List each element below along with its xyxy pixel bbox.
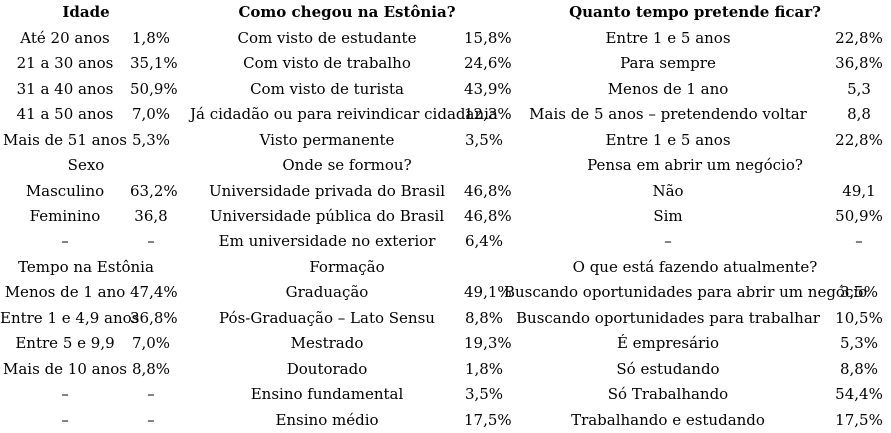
row-label: Doutorado xyxy=(286,359,368,378)
row-label: 41 a 50 anos xyxy=(16,105,114,124)
row-label: Visto permanente xyxy=(259,130,395,149)
row-value: 22,8% xyxy=(835,130,883,149)
row-value: 6,4% xyxy=(464,232,504,251)
row-label: Feminino xyxy=(29,206,101,225)
row-label: 31 a 40 anos xyxy=(16,79,114,98)
row-label: Entre 5 e 9,9 xyxy=(15,334,115,353)
row-value: 3,5% xyxy=(464,385,504,404)
row-label: – xyxy=(664,232,672,251)
row-label: Entre 1 e 5 anos xyxy=(605,130,731,149)
row-value: 36,8% xyxy=(130,308,178,327)
row-label: Pós-Graduação – Lato Sensu xyxy=(219,308,435,327)
row-label: Ensino fundamental xyxy=(250,385,404,404)
row-label: Universidade privada do Brasil xyxy=(208,181,446,200)
row-label: Menos de 1 ano xyxy=(607,79,729,98)
row-value: 49,1% xyxy=(464,283,512,302)
row-label: Com visto de turista xyxy=(250,79,404,98)
row-label: Trabalhando e estudando xyxy=(571,410,765,429)
row-label: – xyxy=(61,385,69,404)
row-value: 24,6% xyxy=(464,54,512,73)
row-value: – xyxy=(855,232,863,251)
row-value: 8,8% xyxy=(131,359,171,378)
row-label: Sim xyxy=(653,206,683,225)
row-value: 36,8 xyxy=(134,206,168,225)
row-value: 5,3% xyxy=(839,334,879,353)
row-label: – xyxy=(61,232,69,251)
row-value: 35,1% xyxy=(130,54,178,73)
row-value: 63,2% xyxy=(130,181,178,200)
row-label: É empresário xyxy=(616,334,720,353)
row-value: 5,3% xyxy=(131,130,171,149)
row-value: 17,5% xyxy=(835,410,883,429)
row-value: – xyxy=(147,410,155,429)
column-group: Idade Até 20 anos 1,8% 21 a 30 anos 35,1% 31 … xyxy=(0,0,178,433)
row-label: Entre 1 e 5 anos xyxy=(605,28,731,47)
row-value: 54,4% xyxy=(835,385,883,404)
row-label: Mais de 51 anos xyxy=(3,130,127,149)
section-header: Onde se formou? xyxy=(282,156,412,175)
row-label: Entre 1 e 4,9 anos xyxy=(0,308,140,327)
row-value: – xyxy=(147,385,155,404)
row-value: 15,8% xyxy=(464,28,512,47)
row-value: 46,8% xyxy=(464,206,512,225)
row-label: Menos de 1 ano xyxy=(4,283,126,302)
row-value: 50,9% xyxy=(130,79,178,98)
row-label: Universidade pública do Brasil xyxy=(209,206,445,225)
row-value: 3,5% xyxy=(464,130,504,149)
row-value: 1,8% xyxy=(464,359,504,378)
column-group: Quanto tempo pretende ficar? Entre 1 e 5 … xyxy=(504,0,886,433)
row-value: 8,8% xyxy=(464,308,504,327)
column-group: Como chegou na Estônia? Com visto de estu… xyxy=(190,0,512,433)
row-label: Em universidade no exterior xyxy=(218,232,436,251)
row-value: 10,5% xyxy=(835,308,883,327)
row-value: 22,8% xyxy=(835,28,883,47)
row-value: 7,0% xyxy=(131,334,171,353)
row-label: Já cidadão ou para reivindicar cidadania xyxy=(190,105,498,124)
row-value: 17,5% xyxy=(464,410,512,429)
section-header: Pensa em abrir um negócio? xyxy=(587,156,803,175)
section-header: Formação xyxy=(309,257,385,276)
row-label: – xyxy=(61,410,69,429)
row-label: Buscando oportunidades para abrir um neg… xyxy=(504,283,868,302)
row-value: 36,8% xyxy=(835,54,883,73)
row-value: 7,0% xyxy=(131,105,171,124)
row-label: Só Trabalhando xyxy=(607,385,729,404)
row-label: Até 20 anos xyxy=(20,28,110,47)
row-value: 50,9% xyxy=(835,206,883,225)
row-label: Com visto de trabalho xyxy=(243,54,411,73)
row-value: 5,3 xyxy=(847,79,871,98)
row-value: 8,8% xyxy=(839,359,879,378)
row-value: 43,9% xyxy=(464,79,512,98)
row-label: Mais de 5 anos – pretendendo voltar xyxy=(529,105,807,124)
row-label: Masculino xyxy=(25,181,105,200)
section-header: Quanto tempo pretende ficar? xyxy=(569,3,821,22)
row-value: 8,8 xyxy=(847,105,871,124)
row-label: 21 a 30 anos xyxy=(16,54,114,73)
section-header: O que está fazendo atualmente? xyxy=(572,257,818,276)
row-label: Mais de 10 anos xyxy=(3,359,127,378)
row-value: 49,1 xyxy=(842,181,876,200)
row-label: Mestrado xyxy=(290,334,364,353)
row-value: 47,4% xyxy=(130,283,178,302)
row-label: Ensino médio xyxy=(275,410,379,429)
row-label: Buscando oportunidades para trabalhar xyxy=(516,308,820,327)
row-label: Só estudando xyxy=(616,359,720,378)
row-label: Para sempre xyxy=(620,54,716,73)
row-label: Graduação xyxy=(285,283,369,302)
row-value: 12,3% xyxy=(464,105,512,124)
row-value: 1,8% xyxy=(131,28,171,47)
row-value: – xyxy=(147,232,155,251)
section-header: Idade xyxy=(62,3,110,22)
row-label: Não xyxy=(652,181,684,200)
section-header: Sexo xyxy=(67,156,105,175)
row-value: 46,8% xyxy=(464,181,512,200)
row-label: Com visto de estudante xyxy=(237,28,417,47)
section-header: Tempo na Estônia xyxy=(18,257,154,276)
row-value: 19,3% xyxy=(464,334,512,353)
section-header: Como chegou na Estônia? xyxy=(238,3,456,22)
row-value: 3,5% xyxy=(839,283,879,302)
